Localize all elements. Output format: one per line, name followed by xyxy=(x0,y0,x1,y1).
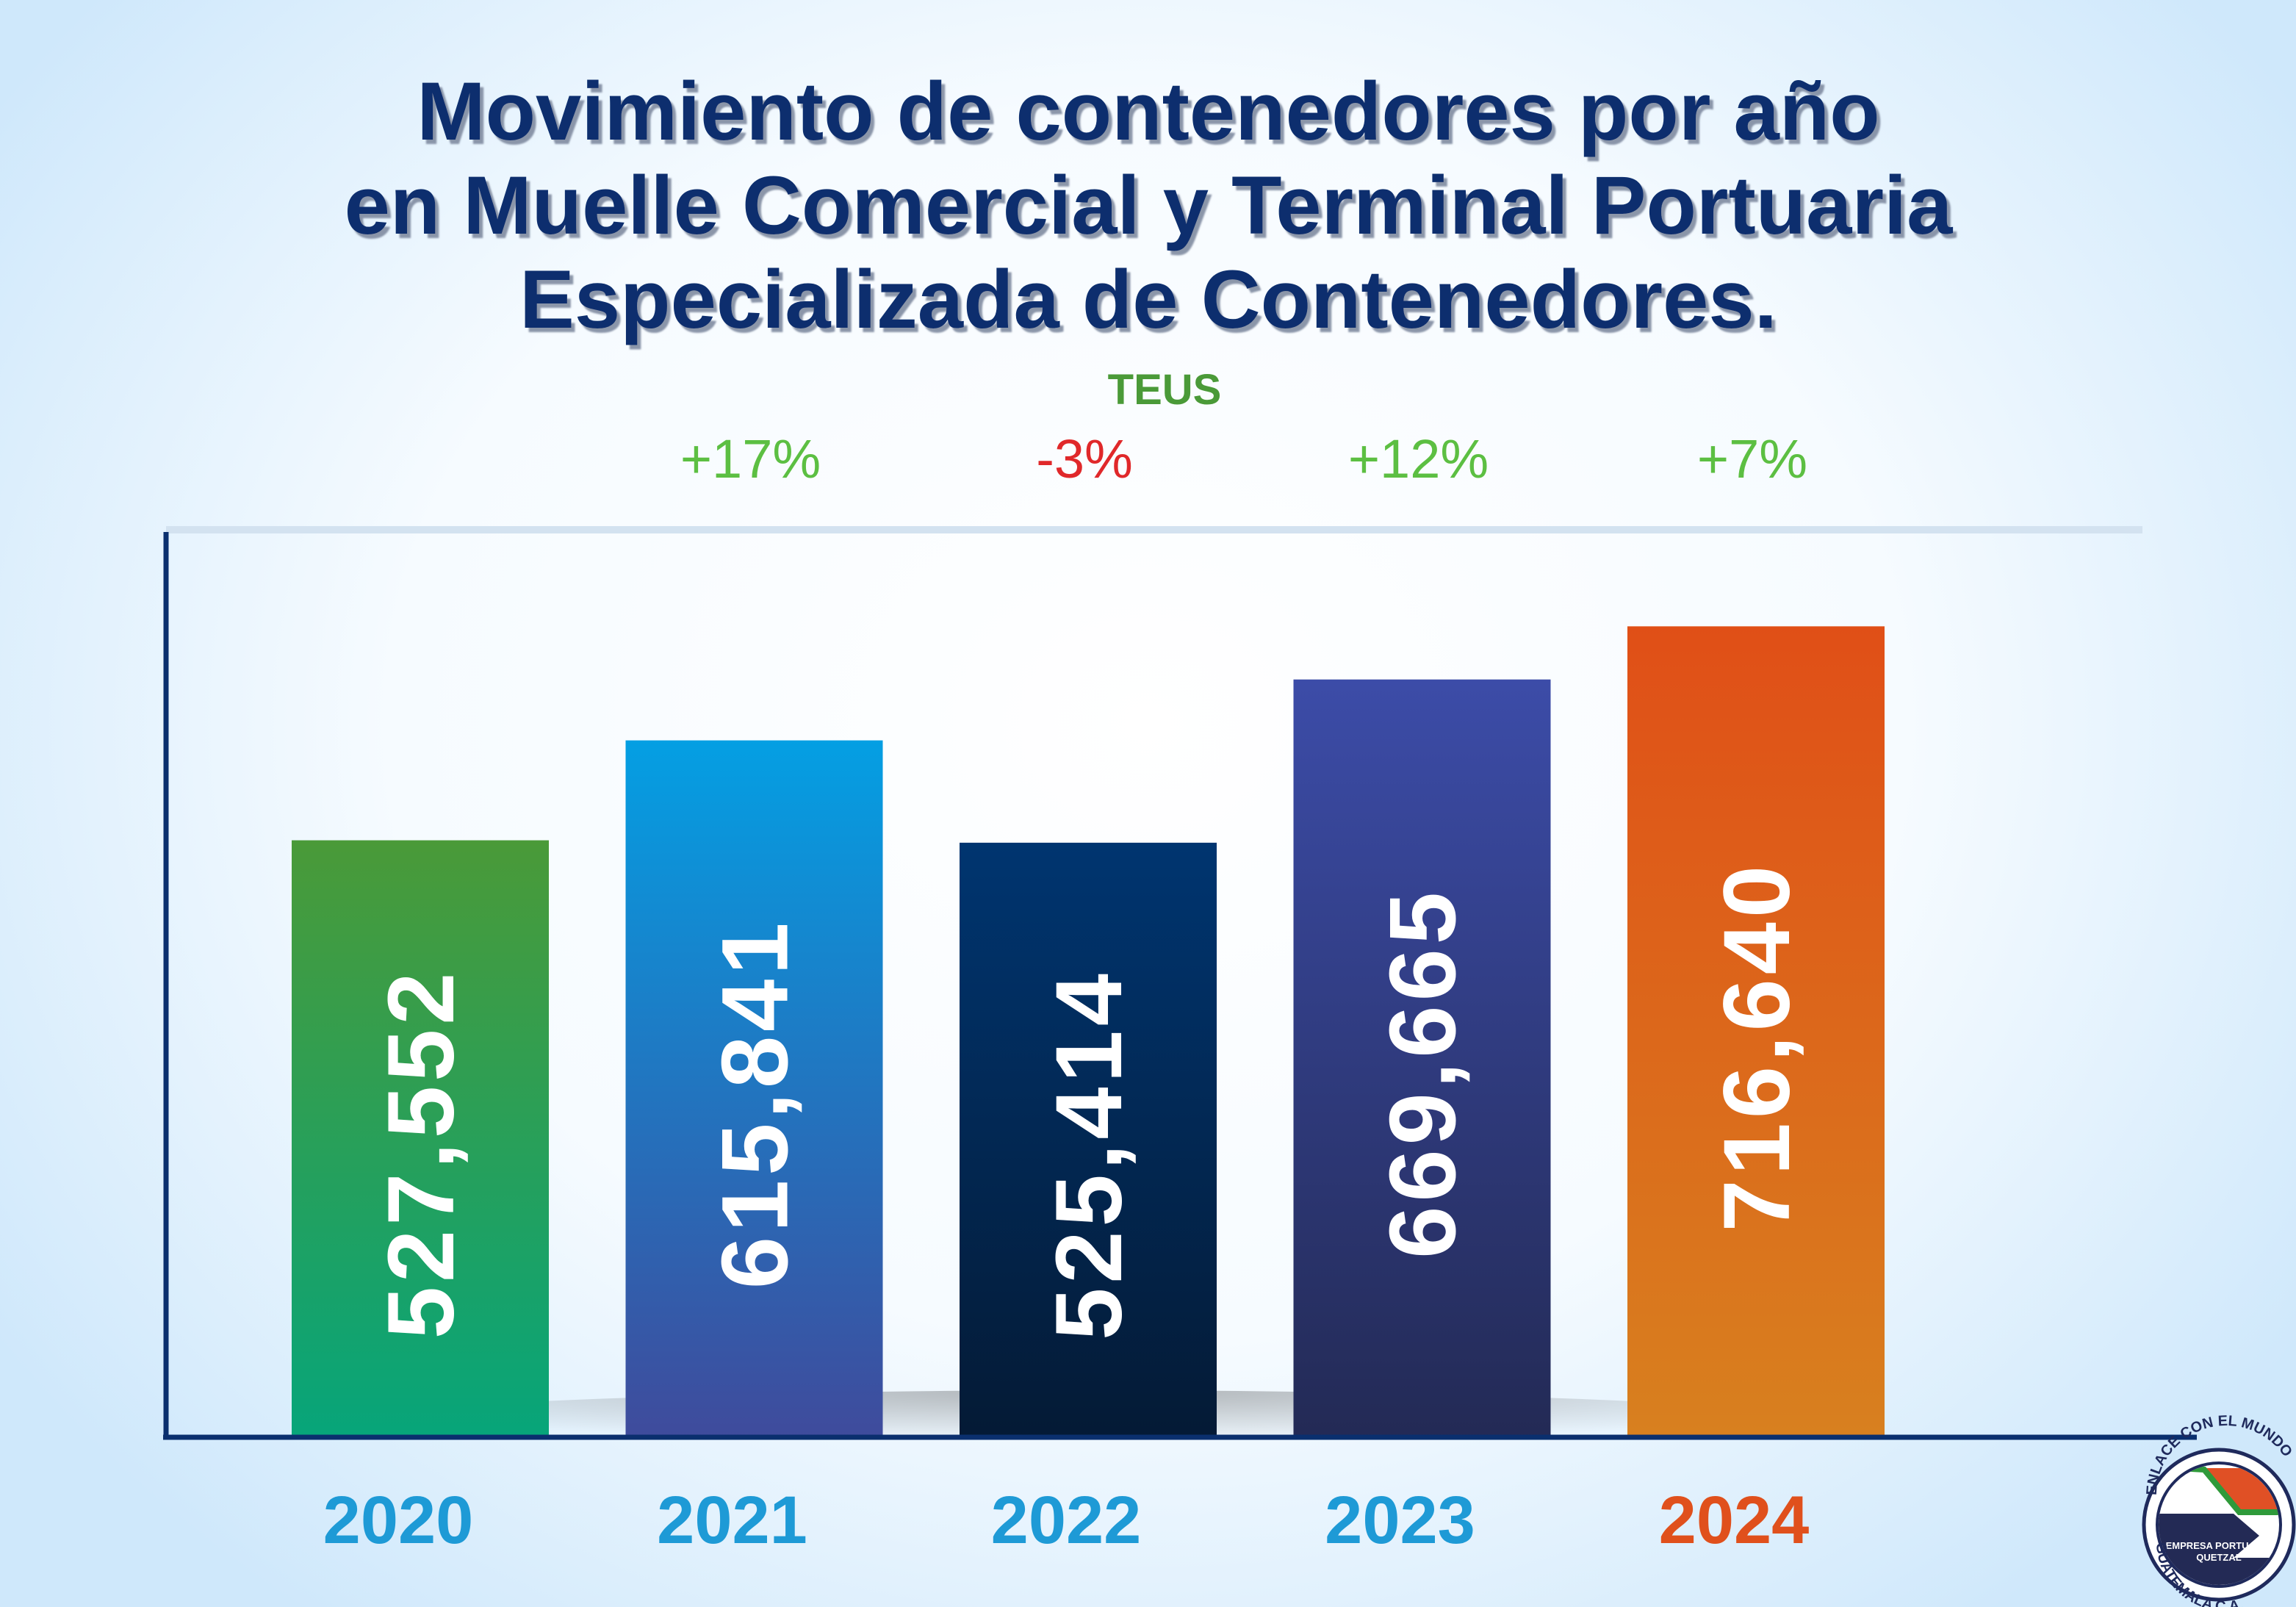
bar-value-label: 525,414 xyxy=(1037,969,1142,1340)
chart-title: Movimiento de contenedores por año en Mu… xyxy=(345,65,1954,345)
x-tick-labels: 2020 2021 2022 2023 2024 xyxy=(323,1483,1810,1558)
title-line-1: Movimiento de contenedores por año xyxy=(417,65,1879,157)
x-tick-label: 2020 xyxy=(323,1483,474,1558)
bar-2022 xyxy=(960,842,1217,1437)
svg-text:EMPRESA PORTUARIA: EMPRESA PORTUARIA xyxy=(2166,1540,2272,1551)
title-line-3: Especializada de Contenedores. xyxy=(519,254,1777,345)
x-tick-label: 2023 xyxy=(1325,1483,1475,1558)
bars-group: 527,552 615,841 525,414 669,665 716,640 xyxy=(292,626,1885,1438)
company-logo: EMPRESA PORTUARIA QUETZAL ENLACE CON EL … xyxy=(2142,1413,2296,1607)
title-line-2: en Muelle Comercial y Terminal Portuaria xyxy=(345,159,1954,251)
change-label: +17% xyxy=(680,428,821,489)
bar-2024 xyxy=(1627,626,1885,1437)
top-guide-line xyxy=(166,526,2142,533)
change-label: +12% xyxy=(1348,428,1489,489)
bar-value-label: 527,552 xyxy=(369,968,474,1339)
bar-value-label: 669,665 xyxy=(1371,888,1476,1259)
change-label: +7% xyxy=(1697,428,1807,489)
x-tick-label: 2021 xyxy=(657,1483,807,1558)
change-label: -3% xyxy=(1036,428,1133,489)
svg-text:QUETZAL: QUETZAL xyxy=(2196,1552,2241,1563)
bar-value-label: 716,640 xyxy=(1705,861,1810,1232)
bar-value-label: 615,841 xyxy=(703,918,808,1289)
x-tick-label: 2022 xyxy=(991,1483,1142,1558)
x-tick-label: 2024 xyxy=(1659,1483,1810,1558)
bar-2021 xyxy=(625,740,883,1437)
bar-2023 xyxy=(1293,679,1551,1438)
bar-2020 xyxy=(292,840,549,1437)
unit-label: TEUS xyxy=(1108,366,1222,414)
change-labels: +17% -3% +12% +7% xyxy=(680,428,1807,489)
